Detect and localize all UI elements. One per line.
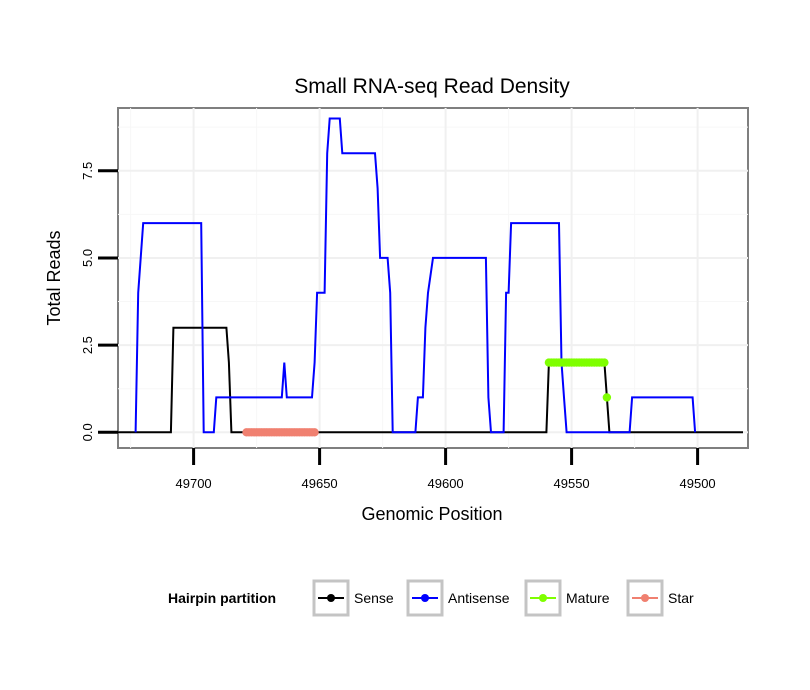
y-tick-label: 5.0 — [80, 249, 95, 267]
legend-label-sense: Sense — [354, 590, 394, 606]
x-tick-label: 49700 — [176, 476, 212, 491]
legend-key-point-sense — [327, 594, 335, 602]
y-axis-title: Total Reads — [44, 230, 64, 325]
series-mature-point — [602, 393, 612, 402]
x-tick-label: 49550 — [554, 476, 590, 491]
series-antisense-line — [134, 117, 697, 434]
x-axis-title: Genomic Position — [361, 504, 502, 524]
legend-label-mature: Mature — [566, 590, 610, 606]
y-tick-label: 0.0 — [80, 423, 95, 441]
legend: Hairpin partition Sense Antisense Mature St… — [168, 579, 694, 617]
grid-lines — [118, 108, 748, 448]
y-axis: 0.0 2.5 5.0 7.5 — [80, 162, 118, 441]
legend-key-point-mature — [539, 594, 547, 602]
x-axis: 49700 49650 49600 49550 49500 — [176, 448, 716, 491]
chart-title: Small RNA-seq Read Density — [294, 75, 570, 98]
x-tick-label: 49500 — [680, 476, 716, 491]
legend-label-antisense: Antisense — [448, 590, 510, 606]
plot-panel — [117, 107, 749, 449]
series-layer — [118, 117, 743, 437]
x-tick-label: 49600 — [428, 476, 464, 491]
y-tick-label: 7.5 — [80, 162, 95, 180]
legend-key-point-antisense — [421, 594, 429, 602]
legend-title: Hairpin partition — [168, 590, 276, 606]
series-mature-point — [600, 358, 609, 367]
series-star-point — [310, 428, 319, 437]
legend-key-point-star — [641, 594, 649, 602]
y-tick-label: 2.5 — [80, 336, 95, 354]
legend-label-star: Star — [668, 590, 694, 606]
x-tick-label: 49650 — [302, 476, 338, 491]
